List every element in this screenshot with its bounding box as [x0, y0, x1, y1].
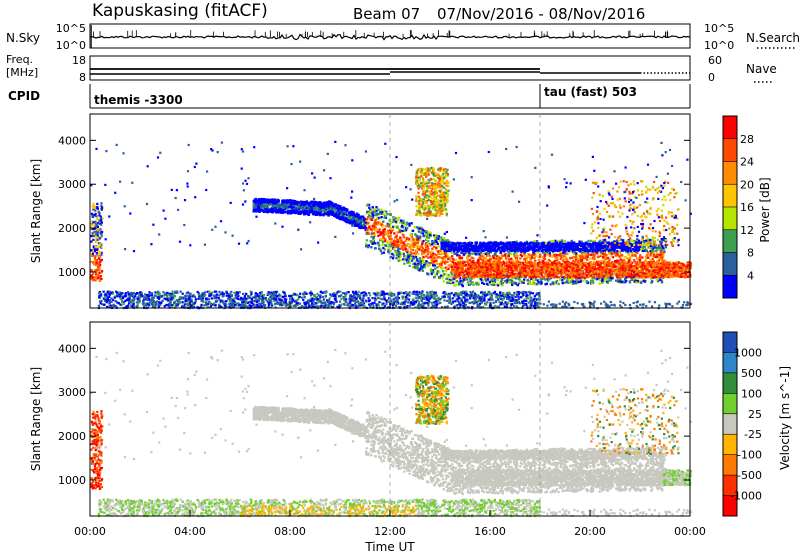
station-title: Kapuskasing (fitACF): [92, 1, 268, 21]
power-colorbar-label: Power [dB]: [758, 177, 772, 242]
colorbar-tick-label: 28: [740, 133, 754, 146]
power-panel: 1000 2000 3000 4000 Slant Range [km]: [29, 114, 692, 309]
nsky-tick-top: 10^5: [56, 22, 86, 35]
nsky-strip: N.Sky 10^5 10^0 10^5 10^0 N.Search: [6, 22, 800, 52]
cpid-strip: CPID themis -3300 tau (fast) 503: [8, 84, 690, 108]
colorbar-segment: [723, 230, 737, 253]
colorbar-tick-label: 1000: [734, 346, 762, 359]
colorbar-tick-label: 12: [740, 224, 754, 237]
cpid-segment-1: themis -3300: [94, 93, 183, 107]
cpid-segment-2: tau (fast) 503: [544, 85, 637, 99]
colorbar-tick-label: 25: [748, 408, 762, 421]
date-range: 07/Nov/2016 - 08/Nov/2016: [437, 5, 645, 23]
velocity-colorbar-label: Velocity [m s^-1]: [778, 366, 792, 470]
freq-label-line1: Freq.: [6, 53, 33, 66]
y-tick-label: 2000: [58, 430, 86, 443]
nave-tick-top: 60: [708, 54, 722, 67]
velocity-colorbar: 1000 500 100 25 -25 -100 -500 -1000 Velocity [m…: [723, 332, 792, 517]
colorbar-tick-label: 16: [740, 201, 754, 214]
colorbar-tick-label: -500: [737, 469, 762, 482]
colorbar-segment: [723, 455, 737, 476]
freq-label-line2: [MHz]: [6, 66, 38, 79]
y-tick-label: 3000: [58, 386, 86, 399]
colorbar-tick-label: -1000: [730, 490, 762, 503]
colorbar-segment: [723, 275, 737, 298]
power-ylabel: Slant Range [km]: [29, 159, 43, 263]
nsearch-tick-top: 10^5: [704, 22, 734, 35]
x-tick-label: 00:00: [674, 525, 706, 538]
colorbar-tick-label: 24: [740, 156, 754, 169]
cpid-label: CPID: [8, 89, 40, 103]
colorbar-segment: [723, 207, 737, 230]
x-tick-label: 00:00: [74, 525, 106, 538]
colorbar-segment: [723, 393, 737, 414]
y-tick-label: 2000: [58, 222, 86, 235]
colorbar-segment: [723, 162, 737, 185]
x-tick-label: 04:00: [174, 525, 206, 538]
nave-label: Nave: [746, 62, 777, 76]
colorbar-segment: [723, 184, 737, 207]
beam-label: Beam 07: [353, 5, 420, 23]
y-tick-label: 4000: [58, 342, 86, 355]
velocity-ylabel: Slant Range [km]: [29, 367, 43, 471]
freq-strip: Freq. [MHz] 18 8 60 0 Nave: [6, 53, 777, 84]
nsky-tick-bottom: 10^0: [56, 39, 86, 52]
power-heatmap: [90, 141, 692, 310]
freq-tick-bottom: 8: [79, 71, 86, 84]
y-tick-label: 3000: [58, 178, 86, 191]
colorbar-segment: [723, 253, 737, 276]
colorbar-segment: [723, 116, 737, 139]
freq-trace: [90, 69, 690, 74]
colorbar-tick-label: -100: [737, 449, 762, 462]
nave-tick-bottom: 0: [708, 71, 715, 84]
colorbar-tick-label: 500: [741, 367, 762, 380]
y-tick-label: 1000: [58, 474, 86, 487]
velocity-panel: 1000 2000 3000 4000 00:00 04:00 08:00 12:00 16:…: [29, 302, 706, 554]
x-tick-label: 16:00: [474, 525, 506, 538]
x-tick-label: 20:00: [574, 525, 606, 538]
x-tick-label: 12:00: [374, 525, 406, 538]
y-tick-label: 1000: [58, 266, 86, 279]
nsearch-tick-bottom: 10^0: [704, 39, 734, 52]
nsearch-label: N.Search: [746, 31, 800, 45]
nsky-label: N.Sky: [6, 31, 40, 45]
colorbar-tick-label: 20: [740, 178, 754, 191]
freq-tick-top: 18: [72, 54, 86, 67]
power-colorbar: 28 24 20 16 12 8 4 Power [dB]: [723, 116, 772, 299]
colorbar-segment: [723, 414, 737, 435]
x-tick-label: 08:00: [274, 525, 306, 538]
colorbar-segment: [723, 139, 737, 162]
colorbar-tick-label: 4: [747, 269, 754, 282]
colorbar-segment: [723, 373, 737, 394]
colorbar-tick-label: -25: [744, 428, 762, 441]
y-tick-label: 4000: [58, 134, 86, 147]
velocity-xlabel: Time UT: [364, 540, 415, 554]
colorbar-segment: [723, 434, 737, 455]
colorbar-tick-label: 8: [747, 247, 754, 260]
colorbar-tick-label: 100: [741, 387, 762, 400]
nsky-trace: [90, 25, 690, 48]
velocity-heatmap: [90, 349, 692, 518]
